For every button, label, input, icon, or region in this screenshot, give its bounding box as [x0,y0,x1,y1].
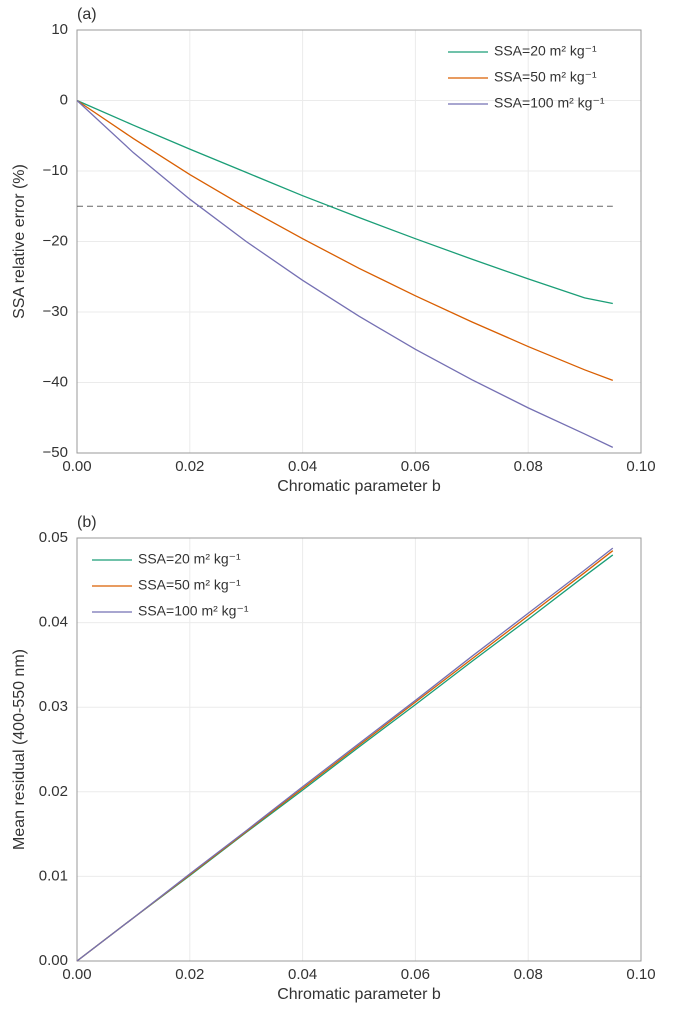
legend-label: SSA=50 m² kg⁻¹ [494,69,597,85]
legend-label: SSA=100 m² kg⁻¹ [138,603,249,619]
y-tick-label: 0.00 [39,952,68,969]
x-tick-label: 0.08 [514,966,543,983]
x-tick-label: 0.10 [626,458,655,475]
y-tick-label: −30 [43,303,68,320]
y-tick-label: 0.04 [39,614,68,631]
data-line [76,99,613,305]
legend-label: SSA=100 m² kg⁻¹ [494,95,605,111]
y-tick-label: 0.05 [39,529,68,546]
x-tick-label: 0.04 [288,458,317,475]
y-tick-label: 0.02 [39,783,68,800]
x-tick-label: 0.06 [401,966,430,983]
legend-label: SSA=20 m² kg⁻¹ [494,43,597,59]
y-tick-label: 0.03 [39,698,68,715]
legend-label: SSA=50 m² kg⁻¹ [138,577,241,593]
x-tick-label: 0.08 [514,458,543,475]
y-tick-label: −20 [43,232,68,249]
legend-label: SSA=20 m² kg⁻¹ [138,551,241,567]
plot-frame [76,537,642,962]
y-tick-label: −50 [43,444,68,461]
x-tick-label: 0.06 [401,458,430,475]
y-tick-label: 0 [60,91,68,108]
y-tick-label: 0.01 [39,867,68,884]
y-axis-label: Mean residual (400-550 nm) [11,649,28,850]
panel-label: (a) [77,6,97,23]
y-tick-label: 10 [51,21,68,38]
data-line [76,99,614,381]
plot-frame [76,29,642,454]
x-axis-label: Chromatic parameter b [277,478,441,495]
x-tick-label: 0.02 [175,966,204,983]
x-tick-label: 0.00 [62,458,91,475]
x-tick-label: 0.02 [175,458,204,475]
x-tick-label: 0.10 [626,966,655,983]
panel-label: (b) [77,514,97,531]
data-line [76,100,614,448]
y-tick-label: −10 [43,162,68,179]
x-axis-label: Chromatic parameter b [277,986,441,1003]
x-tick-label: 0.00 [62,966,91,983]
y-axis-label: SSA relative error (%) [11,164,28,319]
y-tick-label: −40 [43,373,68,390]
data-line [76,547,614,962]
x-tick-label: 0.04 [288,966,317,983]
